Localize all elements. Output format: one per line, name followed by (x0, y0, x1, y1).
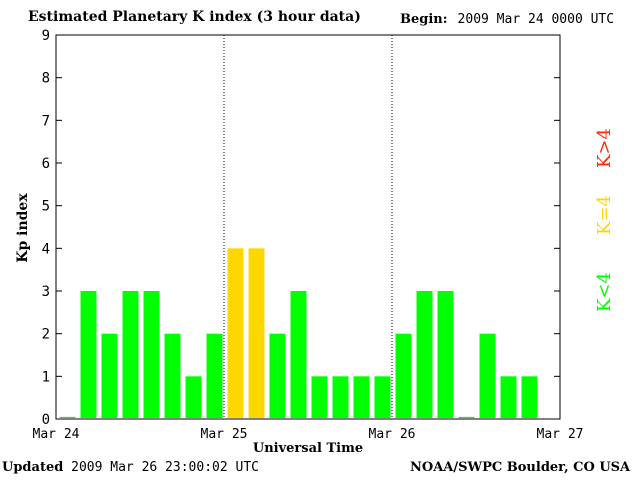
x-tick-label: Mar 25 (201, 427, 248, 442)
legend-k-eq4: K=4 (594, 195, 615, 235)
kp-bar (227, 248, 244, 418)
updated-label: Updated (2, 460, 64, 475)
x-axis-label: Universal Time (253, 441, 363, 456)
x-tick-label: Mar 26 (369, 427, 416, 442)
kp-bar (269, 333, 286, 418)
y-tick-label: 0 (42, 412, 50, 428)
x-tick-label: Mar 24 (33, 427, 80, 442)
day-dividers (223, 35, 393, 419)
credit-text: NOAA/SWPC Boulder, CO USA (410, 460, 631, 475)
kp-bar (500, 376, 517, 418)
y-tick-label: 4 (42, 241, 50, 257)
chart-title: Estimated Planetary K index (3 hour data… (28, 9, 361, 25)
kp-bar (374, 376, 391, 418)
begin-label: Begin: (400, 12, 448, 27)
kp-bar (521, 376, 538, 418)
x-axis: Mar 24 Mar 25 Mar 26 Mar 27 (33, 427, 584, 442)
legend-k-gt4: K>4 (594, 128, 615, 168)
y-tick-label: 5 (42, 199, 50, 215)
kp-bar (290, 291, 307, 418)
updated-value: 2009 Mar 26 23:00:02 UTC (71, 460, 259, 475)
kp-bar (395, 333, 412, 418)
kp-bar (164, 333, 181, 418)
updated-info: Updated 2009 Mar 26 23:00:02 UTC (2, 460, 259, 475)
kp-bar (59, 416, 76, 418)
kp-bar (185, 376, 202, 418)
y-axis-label: Kp index (15, 193, 31, 263)
begin-value: 2009 Mar 24 0000 UTC (457, 12, 615, 27)
kp-bar (248, 248, 265, 418)
kp-bar (206, 333, 223, 418)
begin-info: Begin: 2009 Mar 24 0000 UTC (400, 12, 614, 27)
y-tick-label: 7 (42, 113, 50, 129)
kp-bar (143, 291, 160, 418)
y-tick-label: 8 (42, 71, 50, 87)
bars (59, 248, 538, 418)
y-tick-label: 2 (42, 327, 50, 343)
kp-bar (122, 291, 139, 418)
y-tick-label: 3 (42, 284, 50, 300)
kp-bar (416, 291, 433, 418)
kp-bar (458, 416, 475, 418)
kp-bar (437, 291, 454, 418)
kp-bar (479, 333, 496, 418)
x-tick-label: Mar 27 (537, 427, 584, 442)
kp-bar (332, 376, 349, 418)
kp-bar (311, 376, 328, 418)
y-tick-label: 9 (42, 28, 50, 44)
y-tick-label: 1 (42, 369, 50, 385)
kp-bar (353, 376, 370, 418)
kp-bar (101, 333, 118, 418)
kp-bar (80, 291, 97, 418)
legend-k-lt4: K<4 (594, 272, 615, 312)
y-axis: 0 1 2 3 4 5 6 7 8 9 (42, 28, 560, 428)
plot-frame (55, 34, 561, 420)
y-tick-label: 6 (42, 156, 50, 172)
